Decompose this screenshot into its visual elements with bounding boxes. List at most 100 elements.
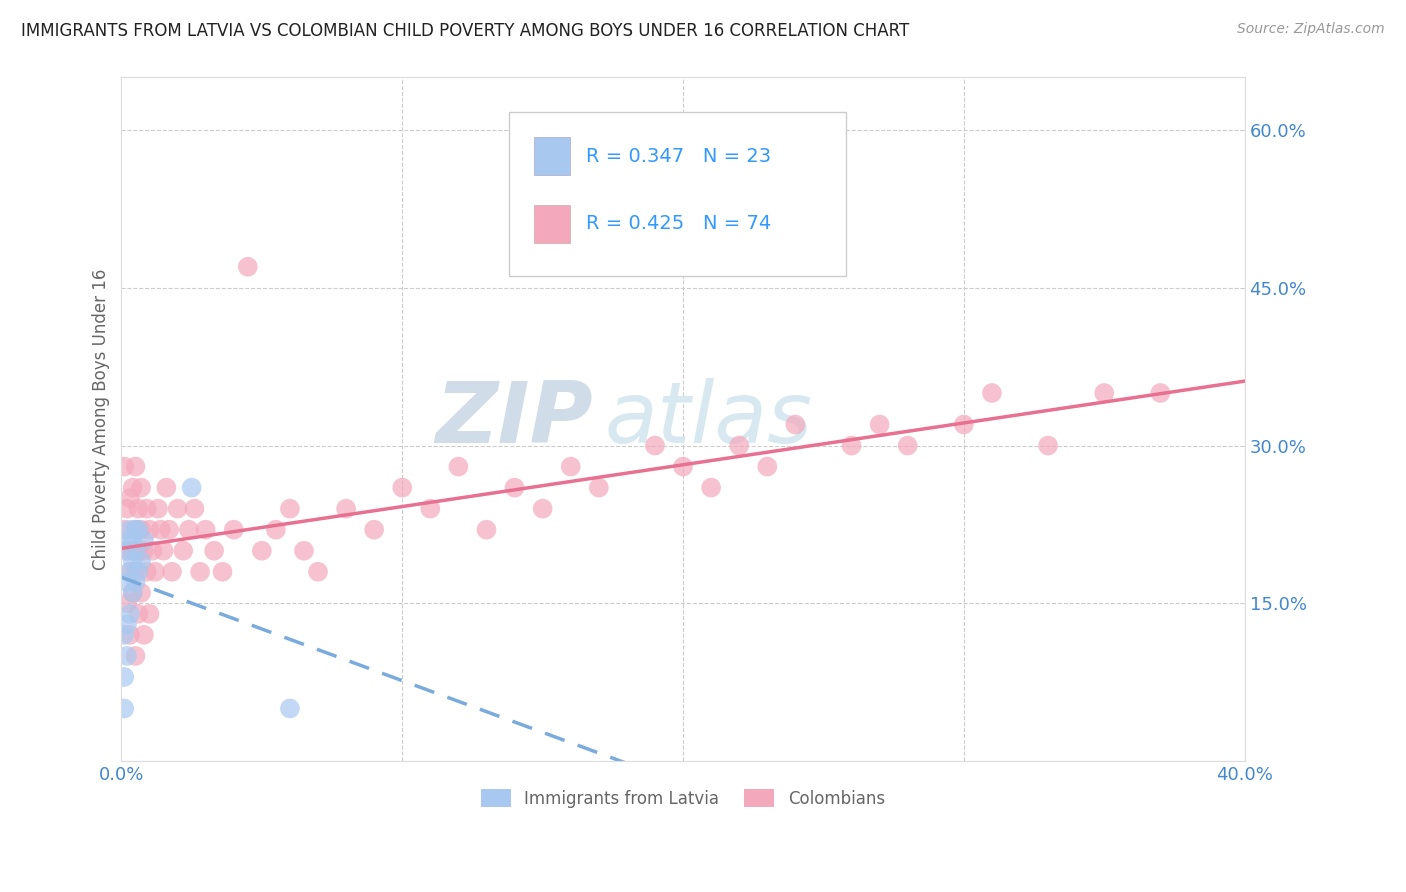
Point [143,565,166,579]
Point [118,533,141,548]
Point [222,523,245,537]
Point [118,628,141,642]
Point [112,459,135,474]
Text: R = 0.425   N = 74: R = 0.425 N = 74 [586,214,772,233]
Point [118,491,141,505]
Point [124,523,146,537]
Point [132,533,155,548]
Point [447,459,470,474]
Point [129,586,152,600]
Point [118,565,141,579]
Point [180,481,202,495]
FancyBboxPatch shape [509,112,846,276]
Point [124,575,146,590]
Point [560,459,582,474]
Point [177,523,200,537]
Y-axis label: Child Poverty Among Boys Under 16: Child Poverty Among Boys Under 16 [93,268,110,570]
Text: ZIP: ZIP [436,377,593,461]
Point [292,543,315,558]
Point [141,543,163,558]
Point [1036,438,1059,452]
Point [166,501,188,516]
Point [118,565,141,579]
Point [644,438,666,452]
Point [129,523,152,537]
Point [124,459,146,474]
Point [135,501,157,516]
Point [363,523,385,537]
Point [278,501,301,516]
Point [202,543,225,558]
Point [531,501,554,516]
Point [335,501,357,516]
Point [118,607,141,621]
Point [112,628,135,642]
Text: R = 0.347   N = 23: R = 0.347 N = 23 [586,146,772,166]
Point [172,543,194,558]
Point [135,565,157,579]
Point [250,543,273,558]
Point [127,523,149,537]
Point [183,501,205,516]
FancyBboxPatch shape [534,205,569,243]
Point [756,459,779,474]
Text: Source: ZipAtlas.com: Source: ZipAtlas.com [1237,22,1385,37]
Point [146,501,169,516]
Point [194,523,217,537]
Point [127,543,149,558]
Point [897,438,920,452]
Point [160,565,183,579]
Point [188,565,211,579]
Point [127,565,149,579]
Point [211,565,233,579]
Point [138,523,160,537]
Point [672,459,695,474]
Point [841,438,863,452]
Point [129,481,152,495]
Point [953,417,976,432]
Point [149,523,172,537]
Point [391,481,413,495]
Point [236,260,259,274]
Point [785,417,807,432]
Point [112,523,135,537]
Point [138,607,160,621]
Point [1092,386,1115,401]
Point [132,543,155,558]
Point [980,386,1002,401]
Text: IMMIGRANTS FROM LATVIA VS COLOMBIAN CHILD POVERTY AMONG BOYS UNDER 16 CORRELATIO: IMMIGRANTS FROM LATVIA VS COLOMBIAN CHIL… [21,22,910,40]
Point [121,543,143,558]
Point [121,554,143,568]
Point [700,481,723,495]
Point [588,481,610,495]
Point [121,533,143,548]
Point [118,523,141,537]
Point [132,628,155,642]
Point [121,481,143,495]
Point [307,565,329,579]
Point [115,617,138,632]
Point [121,586,143,600]
Point [115,596,138,610]
Point [475,523,498,537]
Point [112,670,135,684]
Point [155,481,177,495]
Point [124,543,146,558]
Point [157,523,180,537]
Point [264,523,287,537]
Point [869,417,891,432]
Point [278,701,301,715]
Point [152,543,174,558]
Point [124,648,146,663]
Point [115,543,138,558]
Point [115,501,138,516]
Point [124,565,146,579]
Point [115,575,138,590]
Point [1149,386,1171,401]
Point [503,481,526,495]
Point [115,648,138,663]
Point [419,501,441,516]
Point [127,607,149,621]
FancyBboxPatch shape [534,137,569,175]
Point [112,701,135,715]
